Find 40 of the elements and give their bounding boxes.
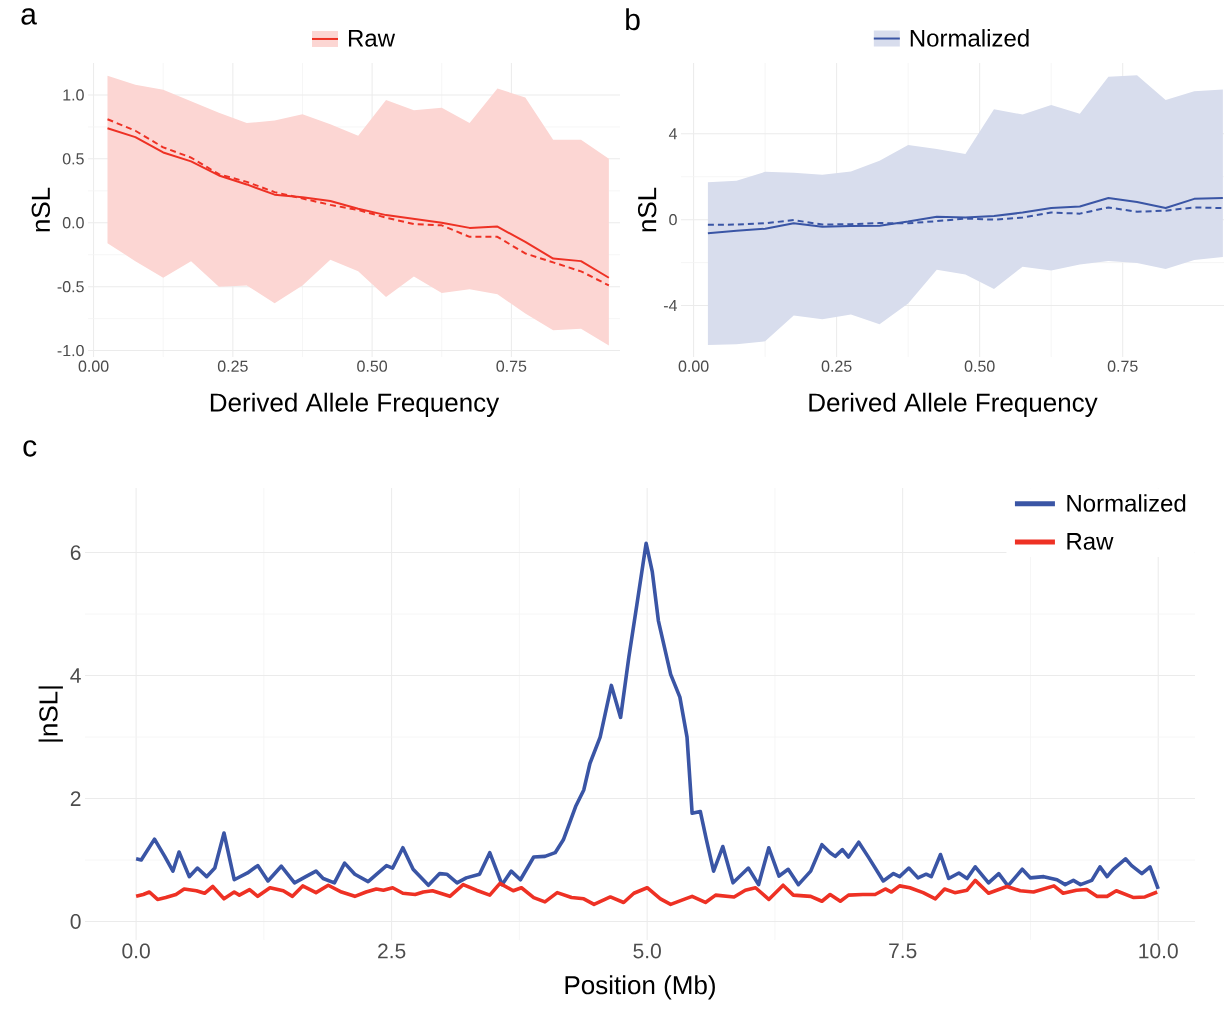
text: b: [626, 8, 640, 31]
y-tick-label: 6: [70, 545, 81, 560]
x-tick-label: 0.00: [678, 360, 709, 372]
y-tick-label: 0.5: [62, 153, 84, 165]
y-tick-label: 0.0: [62, 217, 84, 229]
x-tick-label: 0.25: [821, 360, 852, 372]
text: a: [21, 8, 37, 25]
legend-label: Normalized: [1067, 494, 1186, 512]
y-tick-label: -4: [663, 299, 677, 311]
x-tick-label: 10.0: [1139, 943, 1178, 959]
y-tick-label: 1.0: [63, 89, 84, 101]
y-axis-title: |nSL|: [38, 686, 63, 742]
x-tick-label: 0.00: [78, 360, 109, 372]
y-axis-title: nSL: [637, 187, 657, 232]
x-tick-label: 0.75: [496, 360, 527, 372]
x-tick-label: 2.5: [378, 943, 406, 959]
x-axis-title: Derived Allele Frequency: [809, 392, 1098, 417]
y-tick-label: 0: [669, 213, 677, 226]
line-series: [134, 878, 1159, 907]
x-tick-label: 0.75: [1107, 360, 1138, 372]
x-tick-label: 0.50: [964, 360, 995, 372]
x-tick-label: 5.0: [633, 943, 661, 959]
x-tick-label: 7.5: [889, 943, 917, 959]
x-tick-label: 0.0: [122, 943, 150, 959]
y-tick-label: -0.5: [57, 281, 84, 293]
x-tick-label: 0.50: [357, 360, 388, 372]
text: c: [23, 440, 37, 457]
y-tick-label: -1.0: [57, 344, 84, 357]
legend-label: Raw: [348, 29, 396, 47]
y-tick-label: 2: [70, 791, 81, 806]
x-axis-title: Position (Mb): [565, 975, 715, 1000]
y-tick-label: 0: [70, 914, 81, 929]
y-tick-label: 4: [668, 128, 677, 140]
x-axis-title: Derived Allele Frequency: [210, 392, 500, 417]
x-tick-label: 0.25: [217, 360, 248, 372]
line-series: [706, 196, 1224, 235]
y-axis-title: nSL: [31, 187, 51, 232]
legend-label: Raw: [1067, 533, 1114, 550]
y-tick-label: 4: [70, 668, 81, 683]
legend-label: Normalized: [910, 29, 1029, 47]
